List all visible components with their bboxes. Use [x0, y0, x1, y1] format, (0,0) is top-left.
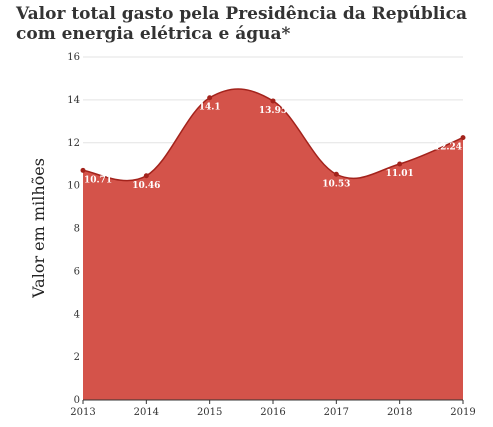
x-tick-label: 2013	[70, 407, 95, 418]
data-point	[207, 95, 213, 101]
data-label: 10.46	[132, 181, 160, 191]
x-axis: 2013 2014 2015 2016 2017 2018 2019	[70, 399, 476, 418]
y-tick-label: 8	[74, 224, 80, 235]
data-markers	[80, 95, 466, 179]
data-point	[333, 171, 339, 177]
data-point	[270, 98, 276, 104]
y-tick-label: 2	[74, 352, 80, 363]
data-point	[143, 173, 149, 179]
data-label: 10.53	[322, 179, 350, 189]
data-label: 14.1	[199, 103, 221, 113]
x-tick-label: 2016	[260, 407, 285, 418]
y-tick-label: 16	[67, 52, 80, 63]
x-tick-label: 2019	[450, 407, 475, 418]
x-tick-label: 2017	[324, 407, 349, 418]
x-tick-label: 2018	[387, 407, 412, 418]
data-point	[397, 161, 403, 167]
y-tick-label: 12	[67, 138, 80, 149]
y-tick-label: 6	[74, 266, 80, 277]
y-axis: 0 2 4 6 8 10 12 14 16	[67, 52, 80, 406]
data-label: 11.01	[386, 169, 414, 179]
data-point	[80, 167, 86, 173]
data-point	[460, 135, 466, 141]
y-tick-label: 0	[74, 395, 80, 406]
data-label: 13.95	[259, 106, 287, 116]
y-tick-label: 10	[67, 181, 80, 192]
chart-title: Valor total gasto pela Presidência da Re…	[16, 4, 467, 44]
area-series	[82, 88, 464, 400]
x-tick-label: 2014	[134, 407, 159, 418]
x-tick-label: 2015	[197, 407, 222, 418]
y-tick-label: 4	[74, 309, 80, 320]
data-label: 10.71	[84, 175, 112, 185]
y-tick-label: 14	[67, 95, 80, 106]
data-labels: 10.71 10.46 14.1 13.95 10.53 11.01 12.24	[84, 103, 462, 191]
data-label: 12.24	[434, 143, 462, 153]
y-axis-title: Valor em milhões	[29, 158, 48, 299]
area-fill	[83, 88, 463, 400]
